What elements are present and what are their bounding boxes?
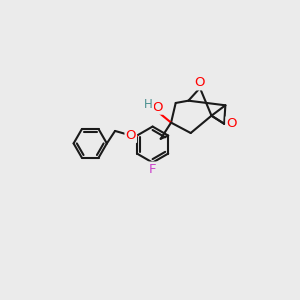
Text: H: H — [144, 98, 153, 111]
Text: O: O — [125, 129, 136, 142]
Text: F: F — [149, 163, 156, 176]
Text: O: O — [194, 76, 205, 89]
Text: O: O — [152, 100, 163, 114]
Text: O: O — [226, 117, 237, 130]
